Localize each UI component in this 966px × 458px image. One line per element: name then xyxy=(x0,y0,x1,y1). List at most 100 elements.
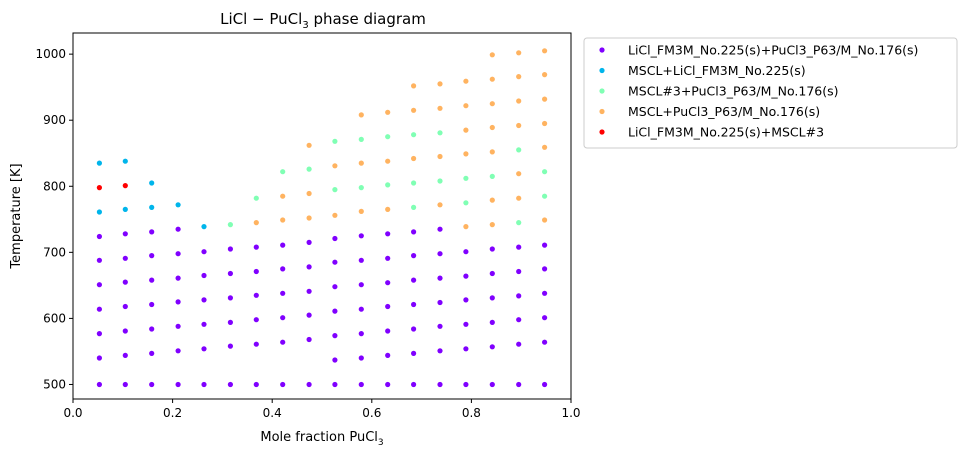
data-point xyxy=(411,132,417,138)
data-point xyxy=(385,206,391,212)
y-tick-label: 900 xyxy=(43,113,66,127)
data-point xyxy=(411,253,417,259)
data-point xyxy=(306,166,312,172)
y-tick-label: 800 xyxy=(43,179,66,193)
data-point xyxy=(489,270,495,277)
data-point xyxy=(463,297,469,303)
data-point xyxy=(332,381,338,388)
x-tick-label: 0.2 xyxy=(163,406,182,420)
y-tick-label: 500 xyxy=(43,377,66,391)
legend: LiCl_FM3M_No.225(s)+PuCl3_P63/M_No.176(s… xyxy=(583,37,958,149)
data-point xyxy=(411,229,417,235)
data-point xyxy=(516,317,522,323)
data-point xyxy=(358,160,364,166)
legend-label: LiCl_FM3M_No.225(s)+PuCl3_P63/M_No.176(s… xyxy=(628,43,918,58)
data-point xyxy=(149,277,155,283)
data-point xyxy=(175,202,181,208)
data-point xyxy=(385,255,391,261)
data-point xyxy=(542,381,548,388)
data-point xyxy=(542,266,548,272)
data-point xyxy=(463,381,469,388)
data-point xyxy=(358,331,364,337)
data-point xyxy=(358,185,364,191)
data-point xyxy=(253,195,259,201)
data-point xyxy=(516,220,522,226)
data-point xyxy=(358,233,364,239)
data-point xyxy=(411,83,417,89)
data-point xyxy=(411,155,417,162)
data-point xyxy=(516,147,522,153)
data-point xyxy=(96,233,102,240)
data-point xyxy=(516,381,522,388)
series-1 xyxy=(96,158,207,230)
data-point xyxy=(463,103,469,109)
data-point xyxy=(306,264,312,270)
data-point xyxy=(227,319,233,325)
x-tick-label: 0.0 xyxy=(63,406,82,420)
data-point xyxy=(385,328,391,334)
data-point xyxy=(437,275,443,281)
data-point xyxy=(542,144,548,150)
data-point xyxy=(437,348,443,354)
data-point xyxy=(411,204,417,210)
data-point xyxy=(358,381,364,388)
y-tick-label: 1000 xyxy=(35,47,66,61)
data-point xyxy=(489,173,495,179)
data-point xyxy=(175,275,181,281)
data-point xyxy=(542,169,548,175)
data-point xyxy=(542,339,548,345)
data-point xyxy=(437,323,443,329)
data-point xyxy=(463,321,469,327)
data-point xyxy=(489,76,495,82)
data-point xyxy=(411,381,417,388)
data-point xyxy=(280,339,286,345)
data-point xyxy=(358,355,364,361)
data-point xyxy=(542,72,548,78)
data-point xyxy=(516,341,522,347)
data-point xyxy=(358,112,364,118)
data-point xyxy=(516,293,522,299)
data-point xyxy=(385,158,391,164)
data-point xyxy=(253,220,259,226)
legend-marker xyxy=(599,47,605,53)
data-point xyxy=(122,303,128,310)
x-tick-label: 0.8 xyxy=(462,406,481,420)
data-point xyxy=(253,317,259,323)
data-point xyxy=(358,257,364,263)
data-point xyxy=(332,259,338,265)
data-point xyxy=(437,251,443,257)
data-point xyxy=(542,315,548,321)
data-point xyxy=(385,134,391,140)
data-point xyxy=(122,255,128,261)
data-point xyxy=(227,246,233,252)
data-point xyxy=(122,352,128,358)
data-point xyxy=(96,185,102,191)
data-point xyxy=(542,120,548,127)
x-tick-label: 0.6 xyxy=(362,406,381,420)
data-point xyxy=(201,297,207,303)
data-point xyxy=(463,273,469,279)
data-point xyxy=(332,308,338,314)
data-point xyxy=(201,346,207,352)
data-point xyxy=(385,109,391,115)
data-point xyxy=(358,136,364,142)
data-point xyxy=(96,331,102,337)
data-point xyxy=(96,381,102,388)
data-point xyxy=(385,303,391,310)
data-point xyxy=(437,153,443,160)
data-point xyxy=(227,295,233,301)
legend-label: MSCL+LiCl_FM3M_No.225(s) xyxy=(628,63,806,78)
data-point xyxy=(411,326,417,332)
data-point xyxy=(280,242,286,248)
data-point xyxy=(411,180,417,186)
data-point xyxy=(280,217,286,223)
data-point xyxy=(463,127,469,133)
chart-title: LiCl − PuCl3 phase diagram xyxy=(220,10,426,31)
data-point xyxy=(280,315,286,321)
data-point xyxy=(411,107,417,113)
data-point xyxy=(489,319,495,325)
x-axis: 0.0 0.2 0.4 0.6 0.8 1.0 xyxy=(63,399,581,420)
data-point xyxy=(122,381,128,388)
data-point xyxy=(385,231,391,237)
